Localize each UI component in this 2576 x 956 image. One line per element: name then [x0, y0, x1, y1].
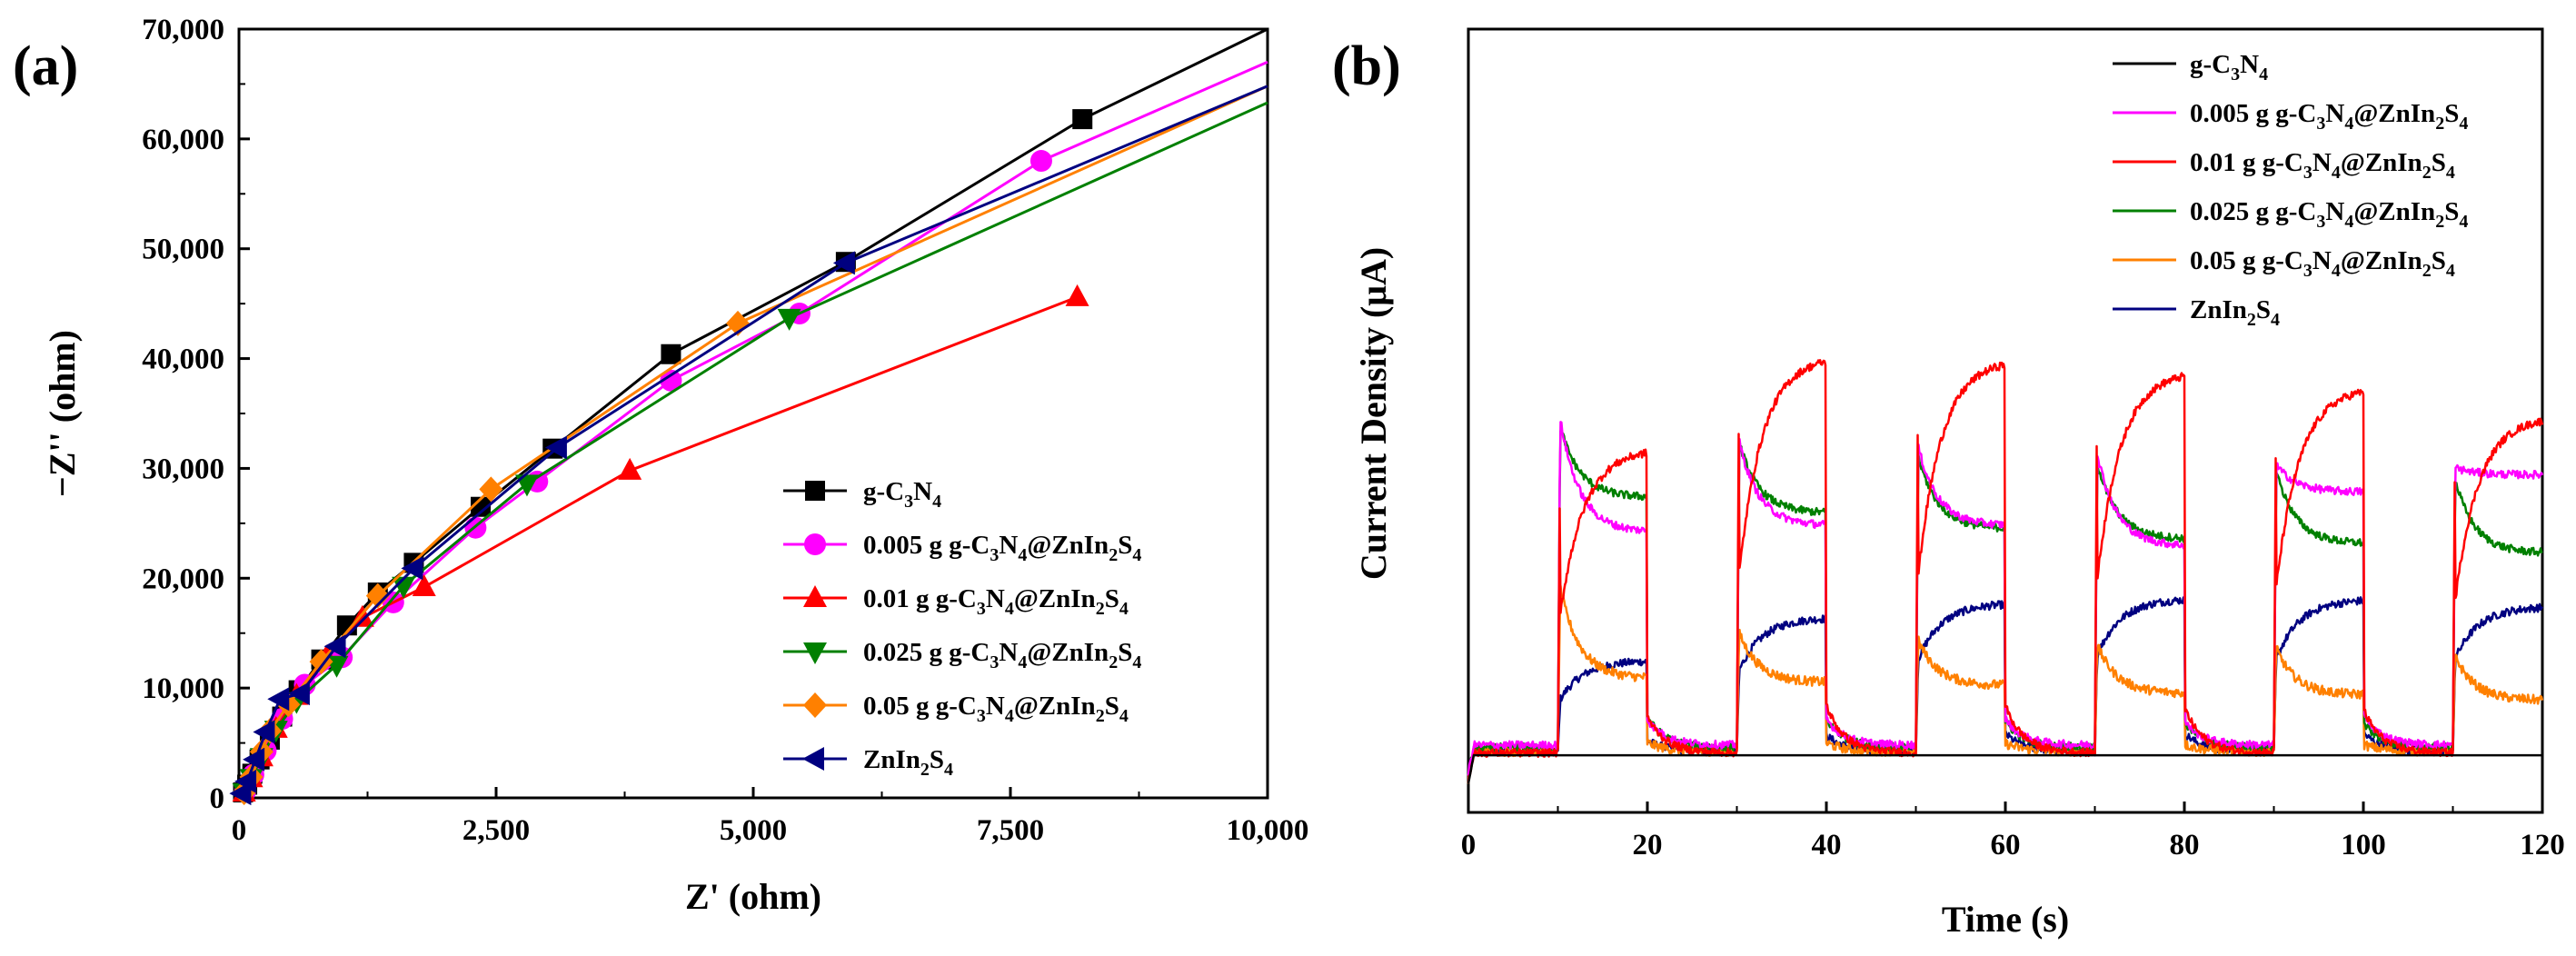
series-znin2s4-point [229, 782, 252, 806]
series-znin2s4-point [253, 720, 275, 744]
legend-b-0-01-g-g-c3n4-znin2s4-label: 0.01 g g-C3N4@ZnIn2S4 [2190, 148, 2455, 183]
legend-0-01-g-g-c3n4-znin2s4-marker [803, 585, 827, 607]
series-0-05-g-g-c3n4-znin2s4-line [243, 85, 1268, 793]
legend-g-c3n4-marker [805, 481, 825, 501]
series-0-01-g-g-c3n4-znin2s4-line [1467, 359, 2544, 783]
panel-a: (a) 0 2,500 5,000 7,500 10,000 0 10,000 20,000 3… [13, 14, 1308, 917]
legend-b-0-05-g-g-c3n4-znin2s4-label: 0.05 g g-C3N4@ZnIn2S4 [2190, 246, 2455, 281]
series-g-c3n4-point [1072, 109, 1093, 130]
panel-a-label: (a) [13, 35, 78, 97]
panel-a-y-tick-label: 30,000 [142, 453, 224, 485]
panel-a-y-tick-label: 40,000 [142, 344, 224, 376]
legend-0-005-g-g-c3n4-znin2s4-label: 0.005 g g-C3N4@ZnIn2S4 [863, 531, 1141, 565]
panel-b-x-tick-label: 100 [2341, 829, 2386, 861]
legend-b-0-025-g-g-c3n4-znin2s4-label: 0.025 g g-C3N4@ZnIn2S4 [2190, 197, 2468, 232]
series-znin2s4-point [267, 687, 290, 712]
panel-a-y-tick-label: 20,000 [142, 563, 224, 595]
panel-b-series [1467, 359, 2544, 784]
panel-a-x-tick-label: 7,500 [977, 814, 1044, 847]
series-g-c3n4 [233, 27, 1268, 802]
series-0-025-g-g-c3n4-znin2s4-point [777, 308, 801, 331]
series-0-01-g-g-c3n4-znin2s4-point [618, 457, 642, 480]
legend-b-znin2s4-label: ZnIn2S4 [2190, 295, 2280, 330]
panel-a-y-tick-label: 50,000 [142, 234, 224, 266]
series-0-025-g-g-c3n4-znin2s4-line [243, 101, 1268, 793]
panel-a-y-tick-label: 10,000 [142, 672, 224, 705]
series-0-005-g-g-c3n4-znin2s4-point [660, 369, 682, 392]
panel-a-plot-frame [237, 27, 1269, 800]
panel-a-series [229, 27, 1268, 806]
panel-a-y-tick-label: 0 [210, 782, 225, 815]
panel-b-x-tick-label: 20 [1633, 829, 1663, 861]
panel-b-x-tick-label: 120 [2520, 829, 2565, 861]
series-znin2s4-point [544, 435, 567, 460]
series-znin2s4-point [323, 634, 346, 659]
series-znin2s4-point [401, 556, 423, 581]
series-znin2s4-point [243, 747, 265, 772]
panel-b-x-tick-label: 80 [2170, 829, 2200, 861]
series-znin2s4 [229, 85, 1268, 806]
series-0-05-g-g-c3n4-znin2s4-point [309, 649, 333, 675]
series-g-c3n4-line [242, 27, 1268, 793]
panel-b: (b) 0 20 40 60 80 100 120 g-C3N4 0.005 g g-C3N4… [1332, 27, 2565, 940]
series-0-01-g-g-c3n4-znin2s4-point [412, 573, 436, 596]
panel-b-x-tick-label: 0 [1461, 829, 1477, 861]
series-znin2s4-line [241, 85, 1268, 794]
legend-g-c3n4-label: g-C3N4 [863, 477, 941, 512]
panel-a-x-tick-label: 5,000 [720, 814, 787, 847]
panel-b-label: (b) [1332, 35, 1401, 97]
legend-znin2s4-label: ZnIn2S4 [863, 745, 953, 780]
panel-b-x-tick-label: 60 [1991, 829, 2021, 861]
series-0-05-g-g-c3n4-znin2s4-point [479, 476, 503, 503]
legend-b-g-c3n4-label: g-C3N4 [2190, 50, 2268, 85]
legend-0-05-g-g-c3n4-znin2s4-marker [803, 692, 827, 718]
legend-znin2s4-marker [802, 747, 824, 771]
series-znin2s4-point [234, 769, 257, 793]
series-g-c3n4-line [1467, 753, 2543, 784]
series-g-c3n4-point [661, 344, 681, 364]
panel-b-x-axis-title: Time (s) [1942, 899, 2069, 940]
panel-b-y-axis-title: Current Density (μA) [1353, 247, 1394, 580]
series-znin2s4-point [287, 682, 310, 706]
series-0-01-g-g-c3n4-znin2s4-point [1065, 284, 1089, 306]
legend-0-025-g-g-c3n4-znin2s4-marker [803, 642, 827, 664]
legend-b-0-005-g-g-c3n4-znin2s4-label: 0.005 g g-C3N4@ZnIn2S4 [2190, 99, 2468, 134]
panel-b-legend: g-C3N4 0.005 g g-C3N4@ZnIn2S4 0.01 g g-C3N… [2113, 50, 2468, 330]
panel-a-x-axis-title: Z' (ohm) [685, 876, 821, 917]
panel-a-y-tick-label: 70,000 [142, 14, 224, 46]
series-0-005-g-g-c3n4-znin2s4-point [1029, 150, 1052, 173]
panel-a-x-tick-label: 2,500 [462, 814, 530, 847]
legend-0-01-g-g-c3n4-znin2s4-label: 0.01 g g-C3N4@ZnIn2S4 [863, 584, 1129, 619]
legend-0-025-g-g-c3n4-znin2s4-label: 0.025 g g-C3N4@ZnIn2S4 [863, 638, 1141, 672]
panel-a-x-tick-label: 10,000 [1227, 814, 1309, 847]
panel-b-x-tick-label: 40 [1812, 829, 1842, 861]
series-0-025-g-g-c3n4-znin2s4-point [392, 576, 416, 599]
legend-0-05-g-g-c3n4-znin2s4-label: 0.05 g g-C3N4@ZnIn2S4 [863, 692, 1129, 726]
panel-a-axes: 0 2,500 5,000 7,500 10,000 0 10,000 20,000 30,00… [142, 14, 1308, 847]
panel-a-x-tick-label: 0 [232, 814, 247, 847]
series-znin2s4-point [832, 251, 855, 275]
panel-b-axes: 0 20 40 60 80 100 120 [1461, 802, 2565, 861]
panel-a-y-tick-label: 60,000 [142, 124, 224, 156]
legend-0-005-g-g-c3n4-znin2s4-marker [804, 533, 826, 555]
panel-a-legend: g-C3N4 0.005 g g-C3N4@ZnIn2S4 0.01 g g-C3N… [783, 477, 1141, 780]
series-0-05-g-g-c3n4-znin2s4-point [365, 583, 390, 609]
panel-a-y-axis-title: −Z'' (ohm) [42, 330, 83, 497]
